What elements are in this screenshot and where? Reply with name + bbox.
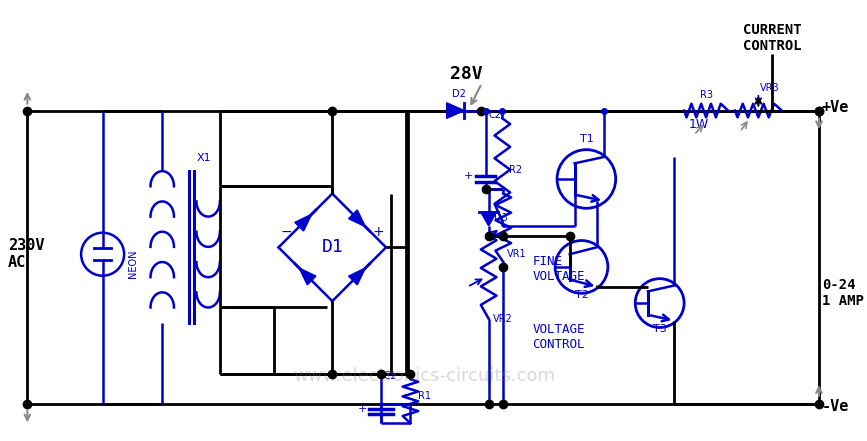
Text: X1: X1 bbox=[197, 153, 211, 163]
Text: 230V
AC: 230V AC bbox=[8, 238, 44, 270]
Text: VR2: VR2 bbox=[492, 314, 512, 324]
Text: T1: T1 bbox=[579, 134, 593, 144]
Text: FINE
VOLTAGE: FINE VOLTAGE bbox=[532, 255, 585, 283]
Polygon shape bbox=[299, 268, 316, 285]
Text: +Ve: +Ve bbox=[822, 100, 850, 115]
Text: VOLTAGE
CONTROL: VOLTAGE CONTROL bbox=[532, 323, 585, 351]
Polygon shape bbox=[295, 214, 311, 231]
Text: VR1: VR1 bbox=[507, 249, 527, 259]
Text: C1: C1 bbox=[383, 371, 396, 381]
Text: 28V: 28V bbox=[450, 65, 482, 83]
Text: 0-24
1 AMP: 0-24 1 AMP bbox=[822, 278, 864, 308]
Polygon shape bbox=[349, 268, 365, 285]
Text: R3: R3 bbox=[700, 90, 713, 100]
Text: D2: D2 bbox=[453, 89, 466, 99]
Polygon shape bbox=[481, 212, 497, 226]
Text: +: + bbox=[373, 224, 384, 239]
Polygon shape bbox=[349, 210, 365, 227]
Text: NEON: NEON bbox=[128, 250, 138, 278]
Text: -Ve: -Ve bbox=[822, 399, 850, 414]
Text: R1: R1 bbox=[418, 391, 431, 401]
Polygon shape bbox=[447, 103, 464, 118]
Text: 1W: 1W bbox=[689, 118, 709, 131]
Text: D1: D1 bbox=[322, 239, 343, 256]
Text: R2: R2 bbox=[509, 165, 522, 175]
Text: D3: D3 bbox=[493, 213, 507, 223]
Text: T2: T2 bbox=[575, 290, 589, 300]
Text: CURRENT
CONTROL: CURRENT CONTROL bbox=[743, 22, 801, 53]
Text: T3: T3 bbox=[653, 325, 667, 334]
Text: +: + bbox=[358, 404, 367, 414]
Text: −: − bbox=[281, 224, 292, 239]
Text: VR3: VR3 bbox=[760, 83, 780, 93]
Text: C2: C2 bbox=[489, 110, 502, 120]
Text: www.electronics-circuits.com: www.electronics-circuits.com bbox=[293, 367, 555, 385]
Text: +: + bbox=[464, 171, 473, 181]
